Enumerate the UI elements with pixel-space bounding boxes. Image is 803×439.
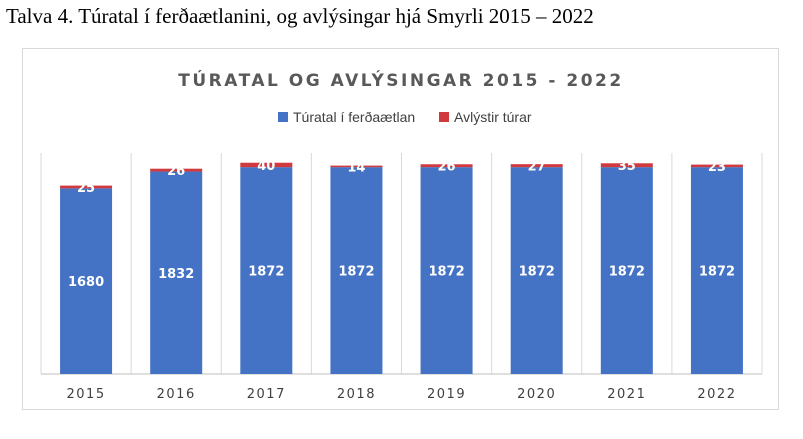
x-tick-label-2018: 2018 (337, 387, 376, 402)
legend-label-planned: Túratal í ferðaætlan (293, 109, 415, 125)
data-label-planned-2022: 1872 (699, 265, 735, 280)
x-tick-label-2016: 2016 (157, 387, 196, 402)
legend: Túratal í ferðaætlan Avlýstir túrar (278, 109, 532, 125)
data-label-planned-2015: 1680 (68, 275, 104, 290)
chart-title: TÚRATAL OG AVLÝSINGAR 2015 - 2022 (178, 69, 623, 91)
plot-area: 1680 25 2015 1832 26 2016 1872 40 2017 1872 14 2018… (40, 153, 763, 402)
bar-planned-2022 (690, 167, 743, 374)
bar-cancelled-2020 (510, 164, 563, 168)
data-label-cancelled-2021: 35 (618, 159, 636, 174)
data-label-planned-2019: 1872 (428, 265, 464, 280)
legend-swatch-planned (278, 112, 288, 122)
stacked-bar-chart: TÚRATAL OG AVLÝSINGAR 2015 - 2022 Túrata… (40, 69, 763, 402)
bar-planned-2020 (510, 167, 563, 374)
data-label-cancelled-2022: 23 (708, 160, 726, 175)
data-label-planned-2016: 1832 (158, 267, 194, 282)
data-label-cancelled-2019: 26 (438, 160, 456, 175)
x-tick-label-2022: 2022 (697, 387, 736, 402)
data-label-planned-2018: 1872 (338, 265, 374, 280)
data-label-cancelled-2020: 27 (528, 160, 546, 175)
data-label-cancelled-2015: 25 (77, 181, 95, 196)
data-label-cancelled-2017: 40 (257, 159, 275, 174)
data-label-cancelled-2018: 14 (347, 160, 365, 175)
x-tick-label-2020: 2020 (517, 387, 556, 402)
bar-planned-2018 (330, 167, 383, 374)
bar-cancelled-2015 (60, 185, 113, 189)
legend-label-cancelled: Avlýstir túrar (454, 109, 532, 125)
x-tick-label-2015: 2015 (67, 387, 106, 402)
bar-planned-2017 (240, 167, 293, 374)
bar-planned-2016 (150, 171, 203, 374)
bar-planned-2019 (420, 167, 473, 374)
x-tick-label-2017: 2017 (247, 387, 286, 402)
bar-cancelled-2016 (150, 168, 203, 172)
bar-cancelled-2022 (690, 164, 743, 168)
bar-cancelled-2018 (330, 165, 383, 168)
data-label-planned-2017: 1872 (248, 265, 284, 280)
figure-caption: Talva 4. Túratal í ferðaætlanini, og avl… (6, 4, 594, 28)
bar-cancelled-2019 (420, 164, 473, 168)
bar-cancelled-2017 (240, 162, 293, 168)
x-tick-label-2021: 2021 (607, 387, 646, 402)
bar-planned-2021 (600, 167, 653, 374)
chart-area: TÚRATAL OG AVLÝSINGAR 2015 - 2022 Túrata… (22, 48, 779, 410)
bar-cancelled-2021 (600, 163, 653, 168)
data-label-planned-2021: 1872 (609, 265, 645, 280)
data-label-planned-2020: 1872 (519, 265, 555, 280)
data-label-cancelled-2016: 26 (167, 164, 185, 179)
legend-swatch-cancelled (439, 112, 449, 122)
bar-planned-2015 (60, 188, 113, 374)
x-tick-label-2019: 2019 (427, 387, 466, 402)
